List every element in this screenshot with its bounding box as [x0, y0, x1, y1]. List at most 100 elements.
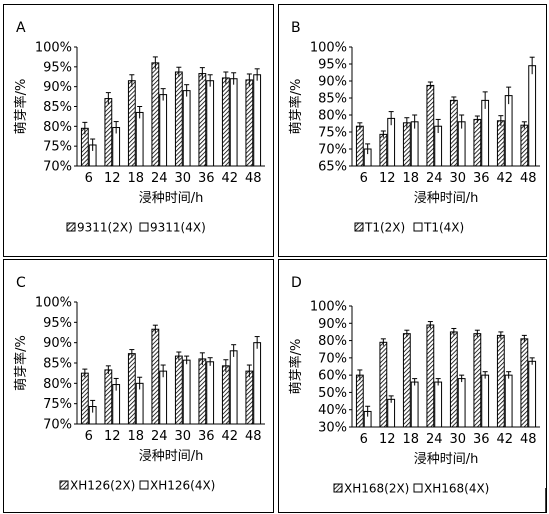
y-tick-label: 95% [318, 58, 347, 73]
bar-series-2x [221, 365, 230, 425]
bar-series-2x [104, 369, 113, 425]
bar-series-2x [379, 341, 388, 428]
legend-swatch-4x [413, 483, 423, 493]
x-tick-label: 18 [127, 171, 144, 186]
bar-series-2x [449, 331, 458, 428]
bar-series-4x [387, 117, 396, 167]
legend-swatch-4x [139, 222, 149, 232]
bar-series-4x [481, 99, 490, 167]
x-tick-label: 6 [360, 432, 368, 447]
y-tick-label: 90% [318, 75, 347, 90]
bar-series-2x [151, 328, 160, 425]
y-tick-label: 95% [43, 316, 72, 331]
x-tick-label: 42 [221, 429, 238, 444]
y-axis-title: 萌芽率/% [288, 79, 304, 135]
bar-series-2x [127, 353, 136, 425]
x-tick-label: 42 [496, 432, 513, 447]
y-tick-label: 90% [43, 336, 72, 351]
y-tick-label: 70% [43, 418, 72, 433]
x-axis-title: 浸种时间/h [139, 191, 204, 206]
legend-label-4x: T1(4X) [423, 221, 464, 235]
y-tick-label: 100% [35, 296, 72, 311]
chart-panel-a: A 70% 75% 80% 85% 90% 95% 100% 6 12 18 24 30 36 42 48 萌芽… [3, 4, 274, 257]
y-tick-label: 100% [310, 300, 347, 315]
bar-series-4x [182, 90, 191, 167]
bar-series-2x [473, 118, 482, 167]
y-tick-label: 50% [318, 386, 347, 401]
x-tick-label: 12 [104, 429, 121, 444]
x-axis-title: 浸种时间/h [414, 191, 479, 206]
y-tick-label: 95% [43, 60, 72, 75]
bar-series-2x [520, 338, 529, 428]
y-tick-label: 80% [318, 334, 347, 349]
y-tick-label: 100% [310, 41, 347, 56]
y-axis-title: 萌芽率/% [13, 79, 29, 135]
bar-series-4x [387, 398, 396, 428]
bar-series-4x [481, 374, 490, 428]
x-tick-label: 36 [473, 432, 490, 447]
panel-border [3, 4, 274, 257]
bar-series-2x [174, 355, 183, 425]
y-axis-title: 萌芽率/% [288, 339, 304, 395]
x-tick-label: 24 [426, 171, 443, 186]
bar-series-2x [473, 333, 482, 428]
bar-series-2x [151, 62, 160, 167]
bar-series-2x [426, 84, 435, 167]
x-tick-label: 42 [496, 171, 513, 186]
bar-series-4x [410, 381, 419, 428]
legend-label-4x: XH168(4X) [424, 482, 489, 496]
panel-border [278, 259, 547, 513]
bar-series-2x [355, 125, 364, 167]
legend-label-4x: 9311(4X) [150, 221, 206, 235]
x-tick-label: 6 [360, 171, 368, 186]
bar-series-4x [528, 65, 537, 167]
legend-label-2x: XH126(2X) [70, 479, 135, 493]
bar-series-2x [198, 358, 207, 425]
x-tick-label: 48 [520, 171, 537, 186]
bar-series-4x [135, 382, 144, 425]
x-tick-label: 18 [402, 432, 419, 447]
bar-series-2x [402, 333, 411, 428]
legend-label-2x: 9311(2X) [77, 221, 133, 235]
x-tick-label: 6 [85, 171, 93, 186]
x-tick-label: 42 [221, 171, 238, 186]
legend-label-2x: T1(2X) [364, 221, 405, 235]
x-tick-label: 30 [174, 171, 191, 186]
y-axis-title: 萌芽率/% [13, 335, 29, 391]
bar-series-2x [127, 80, 136, 167]
x-tick-label: 36 [198, 171, 215, 186]
legend-swatch-2x [66, 222, 76, 232]
bar-series-4x [434, 381, 443, 428]
x-tick-label: 48 [520, 432, 537, 447]
bar-series-2x [245, 79, 254, 167]
y-tick-label: 75% [318, 126, 347, 141]
y-tick-label: 30% [318, 421, 347, 436]
x-tick-label: 12 [379, 171, 396, 186]
bar-series-2x [426, 324, 435, 428]
bar-series-4x [504, 95, 513, 167]
legend-swatch-4x [413, 222, 423, 232]
panel-letter: C [16, 275, 26, 291]
bar-series-2x [355, 374, 364, 428]
y-tick-label: 65% [318, 160, 347, 175]
y-tick-label: 80% [43, 377, 72, 392]
x-tick-label: 24 [426, 432, 443, 447]
x-tick-label: 12 [104, 171, 121, 186]
bar-series-2x [449, 99, 458, 167]
bar-series-2x [379, 133, 388, 167]
x-tick-label: 18 [402, 171, 419, 186]
x-tick-label: 36 [198, 429, 215, 444]
bar-series-4x [159, 370, 168, 425]
x-tick-label: 18 [127, 429, 144, 444]
x-tick-label: 30 [449, 171, 466, 186]
bar-series-4x [253, 342, 262, 425]
y-tick-label: 80% [43, 120, 72, 135]
y-tick-label: 100% [35, 41, 72, 56]
y-tick-label: 75% [43, 140, 72, 155]
x-axis-title: 浸种时间/h [414, 452, 479, 467]
bar-series-2x [221, 77, 230, 167]
y-tick-label: 85% [43, 100, 72, 115]
bar-series-4x [528, 360, 537, 428]
bar-series-4x [135, 111, 144, 167]
